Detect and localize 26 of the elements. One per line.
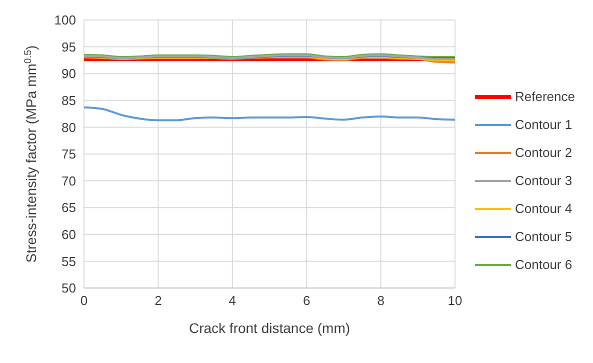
y-tick-label: 75 (62, 146, 76, 162)
y-tick-label: 60 (62, 227, 76, 242)
legend-label: Reference (515, 89, 575, 104)
line-series (84, 106, 456, 122)
x-tick-label: 10 (448, 293, 462, 308)
legend-label: Contour 4 (515, 201, 572, 216)
legend-label: Contour 1 (515, 117, 572, 132)
x-tick-label: 4 (228, 293, 236, 308)
legend-label: Contour 2 (515, 145, 572, 160)
legend-label: Contour 3 (515, 173, 572, 188)
x-axis-title: Crack front distance (mm) (188, 320, 350, 336)
y-tick-label: 65 (62, 200, 76, 216)
x-tick-label: 6 (302, 293, 310, 308)
legend-label: Contour 6 (515, 257, 572, 272)
x-tick-label: 0 (80, 293, 88, 308)
x-tick-label: 2 (154, 293, 162, 308)
y-tick-label: 70 (62, 173, 76, 188)
y-tick-label: 90 (62, 66, 76, 82)
y-tick-label: 100 (54, 12, 76, 28)
x-tick-label: 8 (377, 293, 384, 308)
legend-label: Contour 5 (515, 229, 572, 244)
y-tick-label: 95 (62, 39, 76, 54)
y-tick-label: 85 (62, 93, 76, 108)
y-tick-label: 50 (62, 280, 76, 296)
y-tick-label: 55 (62, 254, 76, 269)
y-tick-label: 80 (62, 120, 76, 135)
